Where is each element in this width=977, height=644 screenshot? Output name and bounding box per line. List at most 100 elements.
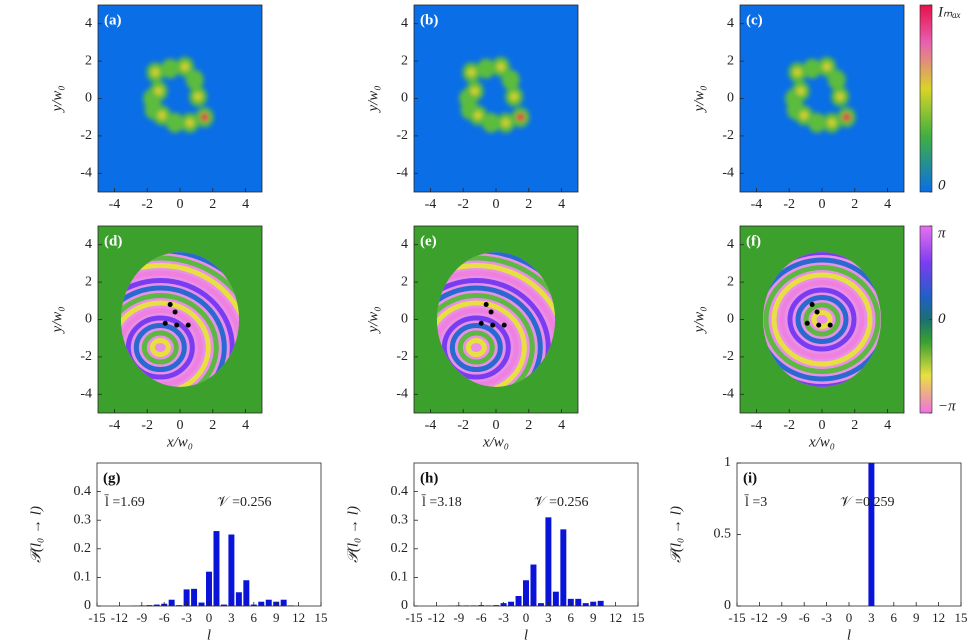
y-tick-label: 0 (724, 598, 731, 613)
y-tick-label: 0 (727, 312, 734, 327)
panel-label: (g) (103, 470, 121, 486)
blob (501, 69, 520, 90)
x-tick-label: -2 (141, 197, 153, 212)
stripe (449, 323, 503, 373)
x-tick-label: 6 (568, 610, 575, 625)
x-tick-label: 3 (545, 610, 552, 625)
x-tick-label: 0 (177, 197, 184, 212)
blob (510, 92, 519, 101)
bar (530, 564, 537, 606)
x-tick-label: 4 (884, 418, 891, 433)
y-tick-label: 0.3 (74, 512, 92, 527)
y-tick-label: 4 (85, 237, 92, 252)
stripe (779, 280, 865, 359)
bar (560, 529, 567, 606)
bar (153, 604, 160, 606)
vortex (490, 322, 496, 328)
y-tick-label: -4 (396, 166, 408, 181)
y-tick-label: 0.4 (74, 484, 92, 499)
stripe (436, 270, 556, 387)
stripe (811, 310, 833, 329)
colorbar-label: Iₘₐₓ (937, 4, 961, 20)
y-tick-label: 0.5 (714, 527, 732, 542)
x-tick-label: -15 (88, 610, 105, 625)
stripe (762, 252, 882, 387)
x-tick-label: 2 (525, 418, 532, 433)
y-axis-label: y/w₀ (365, 306, 381, 334)
stripe (465, 338, 487, 358)
vortex (162, 320, 168, 326)
blob (477, 58, 496, 79)
colorbar-label: 0 (938, 311, 946, 327)
blob (796, 87, 805, 96)
y-axis-label: y/w₀ (691, 85, 707, 113)
bar (213, 531, 220, 606)
blob (470, 87, 479, 96)
x-tick-label: 9 (273, 610, 280, 625)
x-tick-label: 4 (242, 418, 249, 433)
y-tick-label: 1 (724, 455, 731, 470)
intensity-ring (785, 56, 856, 133)
panel: -4 -2 0 2 4 -4 -2 0 2 4 (e) x/w₀ y/w₀ (365, 225, 579, 450)
y-tick-label: 2 (401, 274, 408, 289)
x-tick-label: -9 (776, 610, 787, 625)
x-tick-label: -2 (457, 197, 469, 212)
panel: -4 -2 0 2 4 -4 -2 0 2 4 (f) x/w₀ y/w₀ π 0 −π (691, 225, 956, 450)
blob (501, 118, 510, 127)
x-tick-label: 4 (242, 197, 249, 212)
y-tick-label: 0 (401, 598, 408, 613)
annotation: l̄ =3.18 (421, 494, 462, 510)
x-tick-label: 15 (632, 610, 645, 625)
blob (827, 118, 836, 127)
annotation: l̄ =1.69 (104, 494, 145, 510)
x-axis-label: x/w₀ (482, 434, 509, 450)
stripe (762, 257, 882, 382)
stripe (436, 255, 556, 387)
bar (597, 600, 604, 606)
stripe (120, 278, 235, 387)
panel: -4 -2 0 2 4 -4 -2 0 2 4 (b) y/w₀ (365, 4, 579, 212)
bar (198, 602, 205, 606)
y-tick-label: 2 (85, 274, 92, 289)
y-tick-label: -4 (80, 387, 92, 402)
y-tick-label: -4 (722, 387, 734, 402)
intensity-map (98, 5, 262, 192)
intensity-map (740, 5, 904, 192)
blob (827, 69, 846, 90)
vortex (827, 322, 833, 328)
annotation: 𝒱 =0.256 (217, 495, 272, 510)
x-tick-label: 2 (851, 197, 858, 212)
stripe (436, 300, 527, 387)
stripe (771, 272, 873, 367)
blob (803, 58, 822, 79)
x-tick-label: -4 (751, 418, 763, 433)
colorbar-label: 0 (938, 177, 946, 193)
x-axis-label: l (207, 627, 211, 643)
y-tick-label: -2 (722, 128, 734, 143)
bar (545, 517, 552, 606)
bar (537, 603, 544, 606)
vortex (816, 322, 822, 328)
x-tick-label: 6 (891, 610, 898, 625)
y-tick-label: -2 (396, 349, 408, 364)
colorbar-label: −π (938, 398, 956, 414)
y-tick-label: 0 (727, 91, 734, 106)
panel: l̄ =3 𝒱 =0.259-15 -12 -9 -6 -3 0 3 6 9 12 1500.51(i… (668, 455, 967, 643)
panel: l̄ =3.18 𝒱 =0.256-15 -12 -9 -6 -3 0 3 6 9 12 1500.1… (345, 462, 645, 643)
x-tick-label: -3 (181, 610, 192, 625)
blob (799, 111, 808, 120)
blob (185, 118, 194, 127)
annotation: l̄ =3 (744, 494, 768, 510)
panel-label: (i) (743, 470, 757, 486)
x-tick-label: -15 (728, 610, 745, 625)
panel-label: (d) (104, 233, 122, 249)
y-tick-label: -2 (722, 349, 734, 364)
vortex (809, 302, 815, 308)
stripe (141, 330, 179, 365)
x-tick-label: -2 (141, 418, 153, 433)
x-tick-label: 2 (209, 418, 216, 433)
blob (194, 92, 203, 101)
annotation: 𝒱 =0.256 (534, 495, 589, 510)
y-tick-label: 0 (85, 312, 92, 327)
y-tick-label: 0.2 (391, 541, 409, 556)
